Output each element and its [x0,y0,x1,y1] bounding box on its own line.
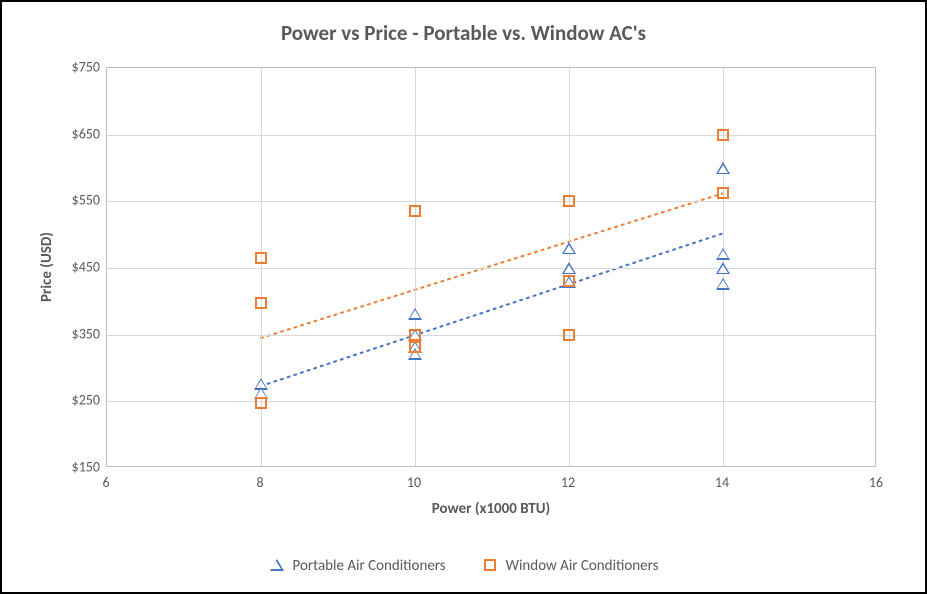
data-point [255,297,267,309]
data-point [408,308,422,320]
data-point [717,187,729,199]
data-point [255,397,267,409]
x-tick-label: 8 [256,474,263,491]
legend-label: Portable Air Conditioners [293,557,446,575]
data-point [562,262,576,274]
data-point [717,129,729,141]
data-point [716,248,730,260]
data-point [409,329,421,341]
data-point [716,162,730,174]
y-tick-label: $550 [40,192,100,209]
trendlines-layer [107,68,875,466]
data-point [563,275,575,287]
y-tick-label: $750 [40,59,100,76]
gridline-horizontal [107,268,875,269]
data-point [562,242,576,254]
y-tick-label: $150 [40,459,100,476]
trendline [261,193,723,338]
legend: Portable Air Conditioners Window Air Cond… [2,557,925,576]
x-tick-label: 14 [715,474,729,491]
data-point [409,341,421,353]
chart-container: Power vs Price - Portable vs. Window AC'… [0,0,927,594]
data-point [563,195,575,207]
y-tick-label: $350 [40,325,100,342]
trendline [261,233,723,386]
data-point [409,205,421,217]
chart-title: Power vs Price - Portable vs. Window AC'… [2,20,925,46]
data-point [716,278,730,290]
data-point [563,329,575,341]
gridline-horizontal [107,401,875,402]
x-tick-label: 6 [102,474,109,491]
plot-area [106,67,876,467]
y-tick-label: $250 [40,392,100,409]
legend-item: Portable Air Conditioners [269,557,446,575]
gridline-horizontal [107,201,875,202]
x-axis-label: Power (x1000 BTU) [106,500,876,518]
x-tick-label: 12 [561,474,575,491]
data-point [716,262,730,274]
x-tick-label: 10 [407,474,421,491]
triangle-icon [269,558,285,574]
x-tick-label: 16 [869,474,883,491]
y-tick-label: $650 [40,125,100,142]
gridline-horizontal [107,135,875,136]
gridline-vertical [415,68,416,466]
legend-label: Window Air Conditioners [506,557,659,575]
square-icon [482,558,498,574]
legend-item: Window Air Conditioners [482,557,659,575]
y-tick-label: $450 [40,259,100,276]
data-point [255,252,267,264]
gridline-horizontal [107,335,875,336]
